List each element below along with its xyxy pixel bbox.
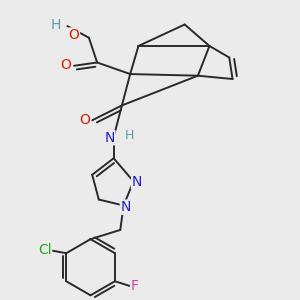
Text: O: O (80, 112, 90, 127)
Text: H: H (125, 129, 134, 142)
Text: H: H (51, 17, 61, 32)
Text: N: N (120, 200, 131, 214)
Text: N: N (104, 131, 115, 145)
Text: O: O (60, 58, 71, 72)
Text: F: F (131, 279, 139, 293)
Text: O: O (69, 28, 80, 42)
Text: N: N (132, 175, 142, 189)
Text: Cl: Cl (38, 243, 52, 257)
